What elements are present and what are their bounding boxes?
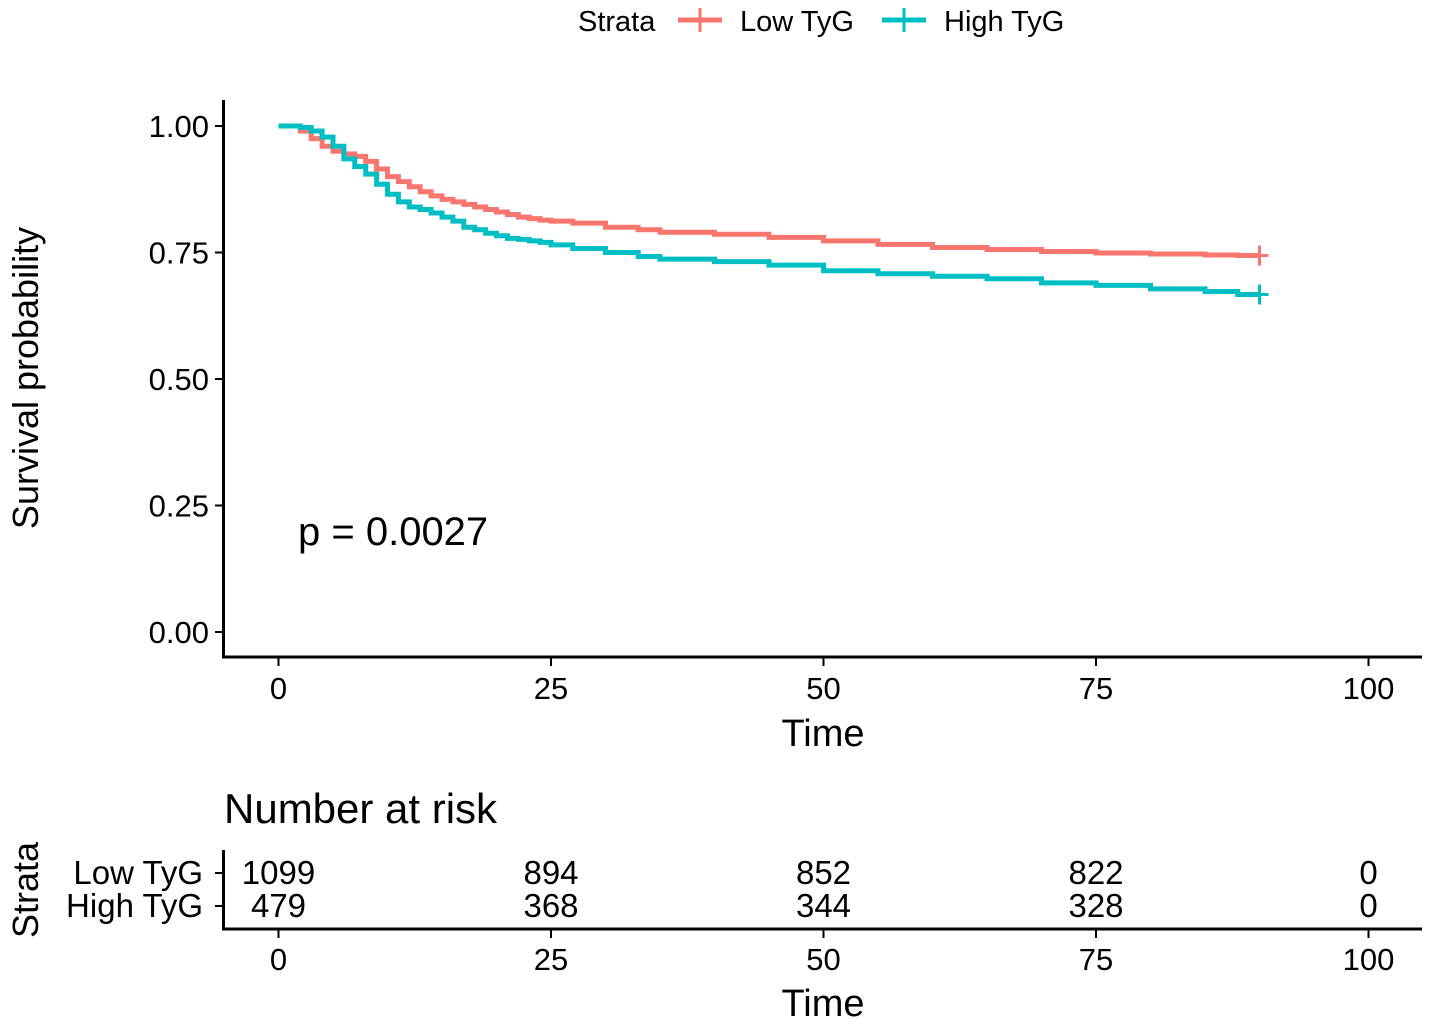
risk-cell: 344 — [796, 887, 851, 924]
legend-label-low-tyg: Low TyG — [740, 6, 854, 38]
risk-cell: 368 — [523, 887, 578, 924]
x-tick-label: 50 — [806, 671, 840, 706]
legend: Strata Low TyG High TyG — [578, 6, 1064, 38]
risk-x-tick-label: 75 — [1079, 942, 1113, 977]
risk-x-tick-label: 50 — [806, 942, 840, 977]
risk-cell: 0 — [1359, 887, 1377, 924]
risk-cell: 852 — [796, 854, 851, 891]
x-tick-label: 75 — [1079, 671, 1113, 706]
y-tick-label: 1.00 — [149, 109, 209, 144]
risk-cell: 479 — [251, 887, 306, 924]
main-x-axis-title: Time — [781, 713, 864, 755]
legend-label-high-tyg: High TyG — [944, 6, 1064, 38]
risk-cell: 1099 — [242, 854, 315, 891]
x-tick-label: 0 — [270, 671, 287, 706]
risk-table-x-axis-title: Time — [781, 983, 864, 1024]
risk-cell: 0 — [1359, 854, 1377, 891]
risk-cell: 328 — [1068, 887, 1123, 924]
y-tick-label: 0.25 — [149, 489, 209, 524]
legend-title: Strata — [578, 6, 656, 38]
y-tick-label: 0.00 — [149, 615, 209, 650]
x-tick-label: 25 — [534, 671, 568, 706]
risk-cell: 822 — [1068, 854, 1123, 891]
risk-x-tick-label: 100 — [1343, 942, 1395, 977]
risk-table: Number at risk Strata Low TyG 1099 894 852 8… — [5, 785, 1422, 1024]
y-tick-label: 0.75 — [149, 236, 209, 271]
survival-curves — [278, 123, 1269, 305]
main-axes: 0.00 0.25 0.50 0.75 1.00 0 25 50 75 100 Survival… — [5, 100, 1422, 755]
risk-x-tick-label: 0 — [270, 942, 287, 977]
x-tick-label: 100 — [1343, 671, 1395, 706]
risk-row-label: High TyG — [66, 887, 203, 924]
p-value-annotation: p = 0.0027 — [298, 510, 488, 554]
risk-table-title: Number at risk — [224, 785, 498, 832]
main-y-axis-title: Survival probability — [5, 227, 46, 529]
survival-curve-low-tyg — [278, 123, 1260, 259]
risk-row-label: Low TyG — [73, 854, 203, 891]
risk-x-tick-label: 25 — [534, 942, 568, 977]
risk-table-y-axis-title: Strata — [5, 841, 46, 938]
survival-curve-high-tyg — [278, 123, 1260, 297]
risk-cell: 894 — [523, 854, 578, 891]
y-tick-label: 0.50 — [149, 362, 209, 397]
